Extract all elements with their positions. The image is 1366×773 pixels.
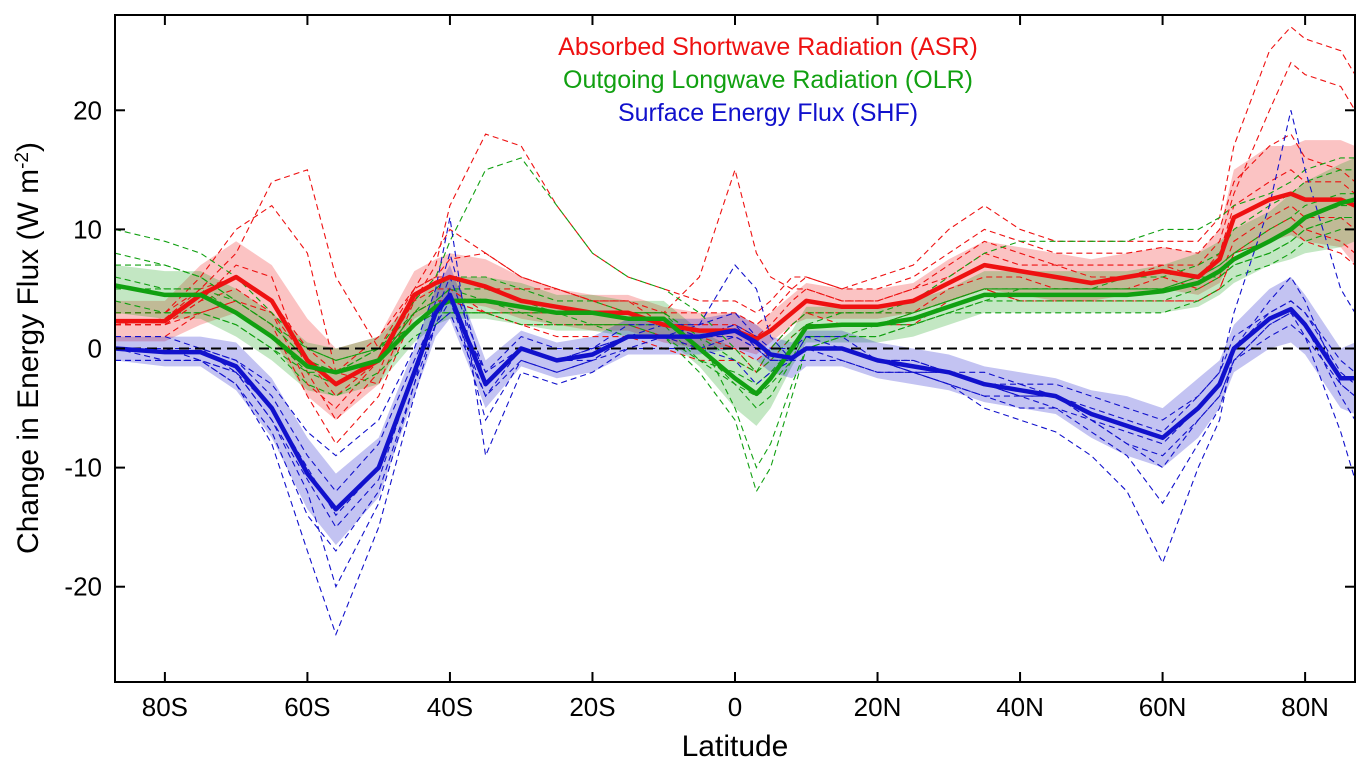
y-axis-title-main: Change in Energy Flux (W m <box>12 169 45 554</box>
model-member-lines <box>115 26 1355 636</box>
y-axis-title-close: ) <box>12 142 45 152</box>
shf-member-line-6 <box>115 300 1355 493</box>
x-tick-label: 60S <box>284 692 330 722</box>
olr-spread-band <box>115 157 1355 426</box>
shf-member-line-5 <box>115 251 1355 552</box>
x-tick-label: 40S <box>427 692 473 722</box>
y-tick-label: 20 <box>73 95 102 125</box>
olr-mean-line <box>115 197 1355 397</box>
x-tick-label: 20N <box>854 692 902 722</box>
shf-member-line-2 <box>115 110 1355 458</box>
legend-entry-olr: Outgoing Longwave Radiation (OLR) <box>563 66 973 94</box>
shf-member-line-3 <box>115 299 1355 589</box>
legend: Absorbed Shortwave Radiation (ASR) Outgo… <box>558 33 978 127</box>
x-tick-label: 80N <box>1281 692 1329 722</box>
x-tick-label: 20S <box>569 692 615 722</box>
y-tick-label: -10 <box>64 453 102 483</box>
y-axis-ticks: -20 -10 0 10 20 <box>64 95 1355 602</box>
y-axis-title: Change in Energy Flux (W m-2) <box>12 142 46 554</box>
olr-member-line-3 <box>115 228 1355 397</box>
x-axis-title: Latitude <box>682 730 789 763</box>
asr-member-line-3 <box>115 216 1355 445</box>
x-axis-ticks: 80S 60S 40S 20S 0 20N 40N 60N 80N <box>142 15 1329 722</box>
olr-member-line-1 <box>115 157 1355 374</box>
shf-mean-line <box>115 292 1355 512</box>
y-tick-label: 0 <box>88 334 102 364</box>
x-tick-label: 40N <box>996 692 1044 722</box>
x-tick-label: 80S <box>142 692 188 722</box>
mean-lines <box>115 191 1355 512</box>
y-axis-title-sup: -2 <box>12 152 33 169</box>
legend-entry-asr: Absorbed Shortwave Radiation (ASR) <box>558 33 978 61</box>
y-tick-label: 10 <box>73 214 102 244</box>
asr-mean-line <box>115 191 1355 387</box>
shf-spread-band <box>115 265 1355 545</box>
x-tick-label: 0 <box>728 692 742 722</box>
olr-member-line-5 <box>115 216 1355 493</box>
x-tick-label: 60N <box>1139 692 1187 722</box>
legend-entry-shf: Surface Energy Flux (SHF) <box>618 99 918 127</box>
y-tick-label: -20 <box>64 572 102 602</box>
asr-member-line-1 <box>115 133 1355 350</box>
asr-member-line-4 <box>115 61 1355 421</box>
shf-member-line-7 <box>115 311 1355 529</box>
